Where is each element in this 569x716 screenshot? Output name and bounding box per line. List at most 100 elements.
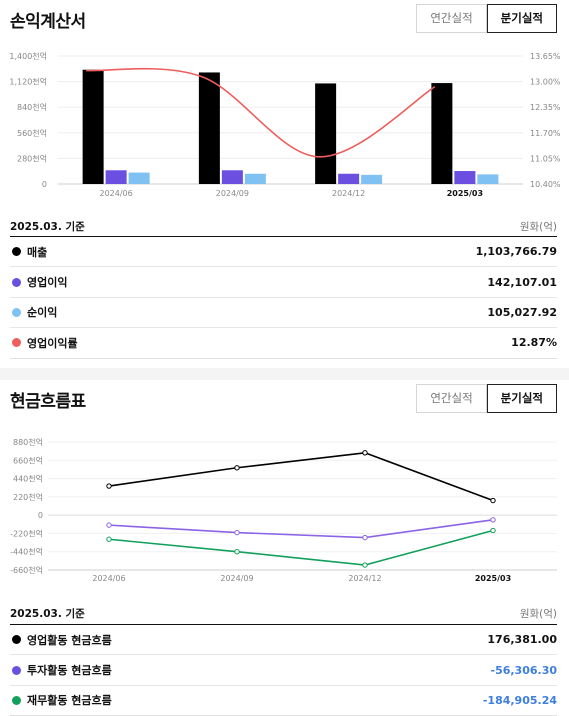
row-value: 176,381.00: [487, 633, 557, 647]
income-basis-date: 2025.03. 기준: [10, 221, 85, 233]
bar: [82, 69, 104, 184]
x-tick-label: 2025/03: [447, 189, 483, 198]
bar: [221, 170, 243, 184]
row-value: 1,103,766.79: [475, 245, 557, 259]
data-point: [490, 497, 496, 504]
data-point: [234, 529, 240, 536]
series-line: [108, 451, 494, 502]
x-tick-label: 2024/09: [220, 574, 253, 583]
legend-dot-icon: [12, 695, 21, 705]
data-point: [106, 536, 112, 542]
row-value: -184,905.24: [482, 693, 557, 707]
x-tick-label: 2024/06: [92, 574, 125, 583]
data-point: [234, 465, 240, 471]
income-annual-tab[interactable]: 연간실적: [416, 4, 487, 33]
cash-title: 현금흐름표: [10, 392, 86, 412]
cash-table: 영업활동 현금흐름 176,381.00 투자활동 현금흐름 -56,306.30 재무…: [10, 624, 557, 716]
y-tick-label: 220천억: [13, 492, 43, 502]
row-label: 매출: [27, 245, 48, 259]
cash-annual-tab[interactable]: 연간실적: [416, 384, 487, 413]
legend-dot-icon: [12, 277, 21, 287]
income-unit: 원화(억): [519, 221, 557, 233]
row-label: 재무활동 현금흐름: [27, 694, 112, 708]
row-value: 12.87%: [511, 336, 557, 350]
bar: [431, 83, 453, 184]
data-point: [362, 562, 368, 568]
row-value: 105,027.92: [487, 305, 557, 319]
table-row: 영업이익 142,107.01: [10, 267, 557, 298]
legend-dot-icon: [12, 635, 21, 645]
table-row: 영업활동 현금흐름 176,381.00: [10, 625, 557, 656]
table-row: 영업이익률 12.87%: [10, 328, 557, 359]
row-label: 투자활동 현금흐름: [27, 664, 112, 678]
table-row: 순이익 105,027.92: [10, 298, 557, 329]
cash-quarterly-tab[interactable]: 분기실적: [486, 384, 557, 413]
y-tick-label: 880천억: [13, 437, 43, 447]
table-row: 매출 1,103,766.79: [10, 237, 557, 268]
income-table: 매출 1,103,766.79 영업이익 142,107.01 순이익 105,027.9…: [10, 236, 557, 359]
bar: [315, 83, 337, 184]
data-point: [490, 527, 496, 534]
y2-tick-label: 12.35%: [530, 103, 561, 112]
data-point: [362, 534, 368, 541]
cash-basis-date: 2025.03. 기준: [10, 608, 85, 620]
section-divider: [0, 368, 569, 380]
data-point: [106, 522, 112, 528]
x-tick-label: 2024/09: [216, 189, 249, 198]
data-point: [106, 483, 112, 489]
y2-tick-label: 13.65%: [530, 52, 561, 61]
bar: [198, 72, 220, 184]
bar: [338, 173, 360, 184]
y2-tick-label: 11.05%: [530, 154, 561, 163]
data-point: [234, 549, 240, 555]
y-tick-label: -660천억: [10, 565, 43, 575]
row-label: 순이익: [27, 306, 58, 320]
y-tick-label: -440천억: [10, 547, 43, 557]
x-tick-label: 2024/06: [100, 189, 133, 198]
cash-unit: 원화(억): [519, 608, 557, 620]
row-value: -56,306.30: [490, 663, 558, 677]
y-tick-label: 840천억: [17, 102, 47, 112]
bar: [361, 174, 383, 184]
data-point: [362, 450, 368, 456]
y2-tick-label: 13.00%: [530, 78, 561, 87]
bar: [244, 173, 266, 184]
series-line: [108, 519, 494, 539]
y-tick-label: -220천억: [10, 528, 43, 538]
income-statement-section: 손익계산서 연간실적 분기실적 0 280천억 560천억 840천억 1,120천억 1…: [9, 4, 561, 359]
legend-dot-icon: [12, 665, 21, 675]
data-point: [490, 517, 496, 523]
row-label: 영업활동 현금흐름: [27, 633, 112, 647]
income-title: 손익계산서: [10, 12, 86, 32]
x-tick-label: 2024/12: [348, 574, 381, 583]
x-tick-label: 2025/03: [475, 574, 511, 583]
cash-toggle: 연간실적 분기실적: [416, 384, 557, 413]
y2-tick-label: 11.70%: [530, 129, 561, 138]
cash-flow-chart: -660천억 -440천억 -220천억 0 220천억 440천억 660천억 880천억 2…: [10, 437, 557, 583]
series-line: [108, 529, 494, 566]
bar: [105, 170, 127, 184]
row-label: 영업이익률: [27, 336, 78, 350]
income-toggle: 연간실적 분기실적: [416, 4, 557, 33]
y2-tick-label: 10.40%: [530, 180, 561, 189]
table-row: 재무활동 현금흐름 -184,905.24: [10, 686, 557, 716]
y-tick-label: 560천억: [17, 128, 47, 138]
y-tick-label: 1,400천억: [9, 51, 47, 61]
y-tick-label: 660천억: [13, 455, 43, 465]
bar: [477, 174, 499, 184]
y-tick-label: 440천억: [13, 474, 43, 484]
y-tick-label: 0: [42, 180, 47, 189]
bar: [454, 171, 476, 184]
bar: [128, 172, 150, 184]
y-tick-label: 0: [38, 511, 43, 520]
row-value: 142,107.01: [487, 275, 557, 289]
y-tick-label: 280천억: [17, 153, 47, 163]
income-chart: 0 280천억 560천억 840천억 1,120천억 1,400천억 10.40% 11.0…: [9, 51, 561, 198]
cash-flow-section: 현금흐름표 연간실적 분기실적 -660천억 -440천억 -220천억 0 220천억…: [0, 380, 569, 716]
table-row: 투자활동 현금흐름 -56,306.30: [10, 655, 558, 686]
x-tick-label: 2024/12: [332, 189, 365, 198]
y-tick-label: 1,120천억: [9, 77, 47, 87]
legend-dot-icon: [12, 247, 21, 257]
legend-dot-icon: [12, 338, 21, 348]
income-quarterly-tab[interactable]: 분기실적: [486, 4, 557, 33]
